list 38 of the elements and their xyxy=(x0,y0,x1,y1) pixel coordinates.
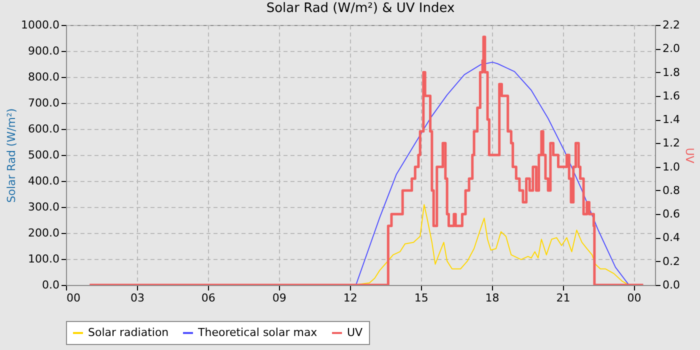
y-tick-label: 700.0 xyxy=(28,96,60,110)
legend-label: UV xyxy=(347,326,364,339)
y-tick-label: 400.0 xyxy=(28,174,60,188)
x-tick-label: 15 xyxy=(414,292,428,304)
y-tick-label: 100.0 xyxy=(28,252,60,266)
x-tick-label: 06 xyxy=(201,292,216,304)
y-tick-label: 300.0 xyxy=(28,200,60,214)
y-tick-label: 0.0 xyxy=(42,278,60,292)
y-tick-label: 500.0 xyxy=(28,148,60,162)
y2-tick-label: 0.4 xyxy=(662,231,680,244)
x-tick-label: 03 xyxy=(130,292,144,304)
x-tick-label: 09 xyxy=(272,292,286,304)
y-tick-label: 600.0 xyxy=(28,122,60,136)
y2-tick-label: 0.6 xyxy=(662,208,680,221)
y2-tick-label: 1.4 xyxy=(662,113,680,126)
chart-title: Solar Rad (W/m²) & UV Index xyxy=(266,1,455,16)
y2-tick-label: 2.0 xyxy=(662,42,680,56)
y-tick-label: 900.0 xyxy=(28,44,60,58)
y2-tick-label: 1.6 xyxy=(662,89,680,102)
legend-label: Theoretical solar max xyxy=(197,326,318,339)
y2-axis-title: UV xyxy=(682,148,696,164)
x-tick-label: 21 xyxy=(556,292,570,304)
y2-tick-label: 2.2 xyxy=(662,18,680,32)
y-tick-label: 800.0 xyxy=(28,70,60,84)
y2-tick-label: 0.2 xyxy=(662,254,680,268)
x-tick-label: 12 xyxy=(343,292,358,304)
y-tick-label: 200.0 xyxy=(28,226,60,240)
x-tick-label: 18 xyxy=(485,292,500,304)
y2-tick-label: 0.0 xyxy=(662,278,680,292)
legend-label: Solar radiation xyxy=(88,326,169,339)
x-tick-label: 00 xyxy=(66,292,80,304)
y-axis-title: Solar Rad (W/m²) xyxy=(5,108,18,203)
x-tick-label: 00 xyxy=(627,292,642,304)
y2-tick-label: 1.0 xyxy=(662,160,680,174)
y2-tick-label: 0.8 xyxy=(662,184,680,197)
y2-tick-label: 1.8 xyxy=(662,66,680,79)
y-tick-label: 1000.0 xyxy=(21,18,60,32)
y2-tick-label: 1.2 xyxy=(662,136,680,150)
